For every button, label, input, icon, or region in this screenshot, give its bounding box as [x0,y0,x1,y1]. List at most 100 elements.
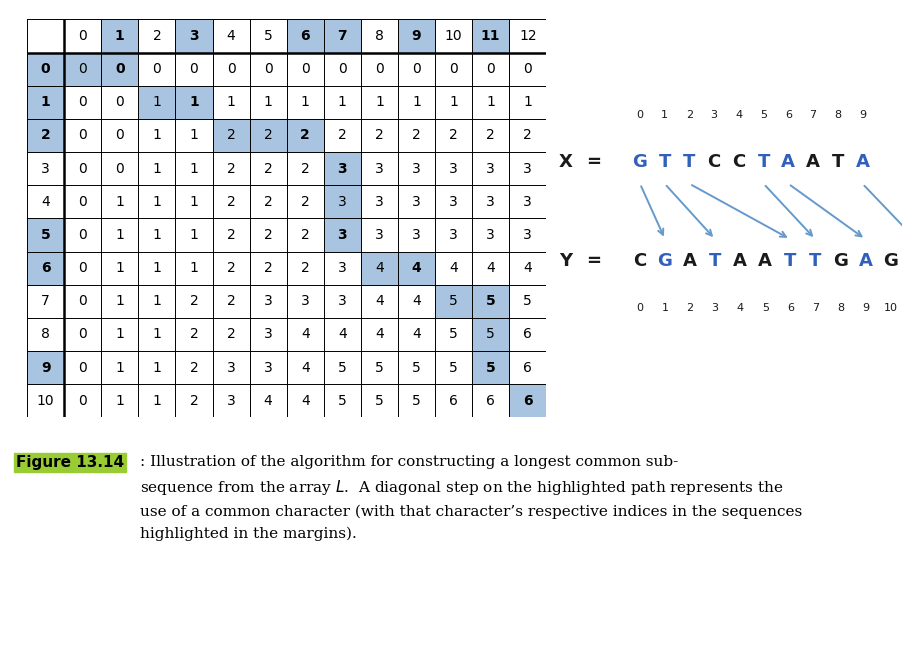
Text: 6: 6 [784,111,791,120]
Bar [472,318,509,351]
Text: 0: 0 [115,62,124,76]
Text: 1: 1 [523,95,531,109]
Bar [249,119,286,152]
Text: 5: 5 [411,360,420,375]
Text: 0: 0 [78,228,87,242]
Text: 2: 2 [411,129,420,142]
Text: 1: 1 [448,95,457,109]
Text: 5: 5 [485,360,495,375]
Text: 2: 2 [300,162,309,175]
Text: 2: 2 [189,360,198,375]
Text: 2: 2 [300,195,309,209]
Text: 4: 4 [734,111,741,120]
Text: 4: 4 [411,261,421,275]
Text: 2: 2 [448,129,457,142]
Text: 5: 5 [337,360,346,375]
Text: 0: 0 [115,95,124,109]
Text: 5: 5 [337,394,346,408]
Text: 3: 3 [226,360,235,375]
Text: 2: 2 [189,294,198,308]
Text: 5: 5 [759,111,767,120]
Text: 1: 1 [152,261,161,275]
Text: 1: 1 [152,394,161,408]
Text: 0: 0 [300,62,309,76]
Text: =: = [585,252,600,270]
Text: 3: 3 [374,195,383,209]
Text: 5: 5 [263,29,272,43]
Text: 1: 1 [263,95,272,109]
Text: 5: 5 [374,360,383,375]
Text: 12: 12 [519,29,536,43]
Text: 0: 0 [115,129,124,142]
Text: 0: 0 [337,62,346,76]
Bar [101,52,138,85]
Text: 0: 0 [78,62,87,76]
Text: T: T [783,252,796,270]
Text: 4: 4 [300,327,309,342]
Bar [27,85,64,119]
Bar [27,52,64,85]
Text: 2: 2 [226,228,235,242]
Text: 2: 2 [226,195,235,209]
Text: 1: 1 [115,228,124,242]
Text: 2: 2 [226,129,235,142]
Text: 7: 7 [808,111,815,120]
Text: 4: 4 [337,327,346,342]
Text: 1: 1 [152,195,161,209]
Text: 0: 0 [78,29,87,43]
Bar [27,252,64,285]
Text: T: T [757,153,769,171]
Text: 1: 1 [189,261,198,275]
Text: A: A [858,252,871,270]
Text: 3: 3 [448,228,457,242]
Text: Y: Y [558,252,571,270]
Text: 3: 3 [486,162,494,175]
Text: 2: 2 [300,129,309,142]
Text: A: A [780,153,795,171]
Text: 6: 6 [300,29,309,43]
Bar [175,85,212,119]
Text: 1: 1 [115,360,124,375]
Text: 2: 2 [263,195,272,209]
Text: 2: 2 [300,261,309,275]
Text: 4: 4 [226,29,235,43]
Bar [435,285,472,318]
Text: T: T [831,153,843,171]
Text: 0: 0 [115,162,124,175]
Text: 1: 1 [337,95,346,109]
Text: 0: 0 [636,303,643,313]
Bar [472,285,509,318]
Text: A: A [805,153,819,171]
Text: 3: 3 [263,294,272,308]
Text: 3: 3 [710,111,717,120]
Text: 10: 10 [882,303,897,313]
Text: 1: 1 [152,327,161,342]
Text: 0: 0 [636,111,643,120]
Text: 1: 1 [41,95,51,109]
Text: G: G [833,252,847,270]
Bar [101,19,138,52]
Text: 2: 2 [189,327,198,342]
Text: 0: 0 [226,62,235,76]
Text: 6: 6 [448,394,457,408]
Text: 2: 2 [226,294,235,308]
Text: 2: 2 [337,129,346,142]
Text: 1: 1 [115,394,124,408]
Text: G: G [657,252,672,270]
Text: 0: 0 [78,95,87,109]
Text: 5: 5 [486,327,494,342]
Text: 2: 2 [226,162,235,175]
Bar [286,119,324,152]
Text: 5: 5 [448,360,457,375]
Text: 1: 1 [189,228,198,242]
Text: 1: 1 [152,129,161,142]
Text: G: G [882,252,897,270]
Text: 5: 5 [41,228,51,242]
Text: 2: 2 [41,129,51,142]
Bar [398,252,435,285]
Bar [324,185,361,218]
Text: 1: 1 [115,294,124,308]
Text: 3: 3 [300,294,309,308]
Text: 2: 2 [263,228,272,242]
Text: 0: 0 [448,62,457,76]
